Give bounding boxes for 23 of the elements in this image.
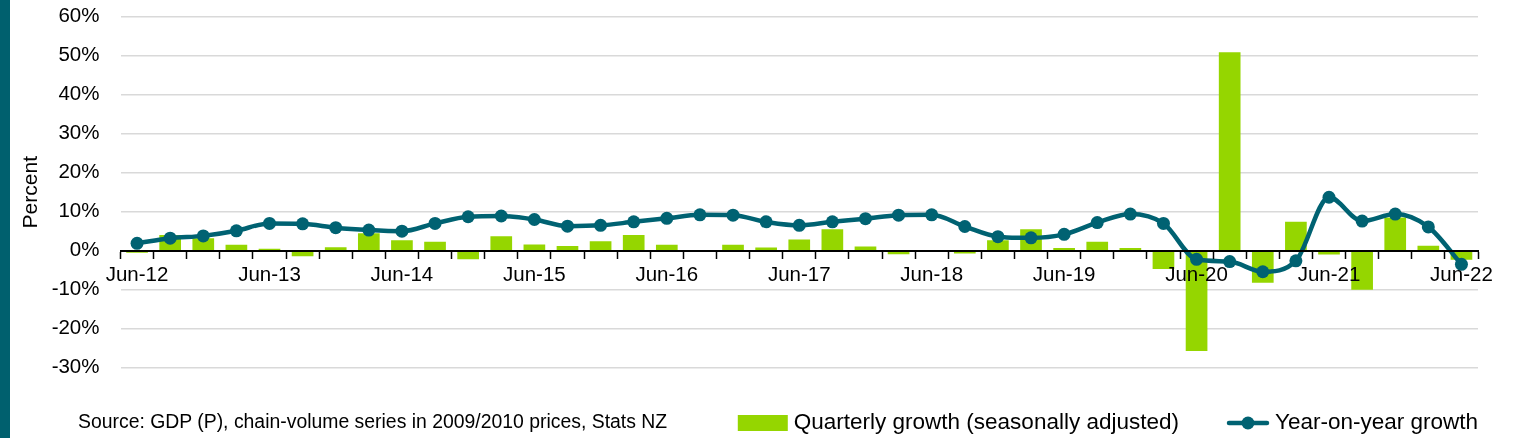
- y-tick-label: 10%: [58, 198, 100, 222]
- y-tick-label: 60%: [58, 3, 100, 27]
- y-tick-label: 30%: [58, 120, 100, 144]
- x-tick-label: Jun-15: [503, 261, 566, 285]
- x-tick-label: Jun-16: [635, 261, 699, 285]
- y-tick-label: 0%: [69, 237, 100, 261]
- y-tick-label: 50%: [58, 42, 100, 66]
- x-tick-label: Jun-12: [105, 261, 169, 285]
- x-tick-label: Jun-17: [767, 261, 831, 285]
- y-axis-title: Percent: [18, 155, 42, 229]
- source-note: Source: GDP (P), chain-volume series in 2009/2010 prices, Stats NZ: [78, 410, 668, 433]
- legend-label: Quarterly growth (seasonally adjusted): [793, 409, 1179, 435]
- x-tick-label: Jun-13: [238, 261, 301, 285]
- y-tick-label: 40%: [58, 81, 100, 105]
- x-tick-label: Jun-19: [1032, 261, 1096, 285]
- y-tick-label: -10%: [51, 276, 100, 300]
- y-tick-label: 20%: [58, 159, 100, 183]
- y-tick-label: -20%: [51, 315, 100, 339]
- legend-label: Year-on-year growth: [1274, 409, 1478, 435]
- x-tick-label: Jun-14: [370, 261, 434, 285]
- x-tick-label: Jun-18: [900, 261, 964, 285]
- x-tick-label: Jun-22: [1430, 261, 1493, 285]
- y-tick-label: -30%: [51, 354, 100, 378]
